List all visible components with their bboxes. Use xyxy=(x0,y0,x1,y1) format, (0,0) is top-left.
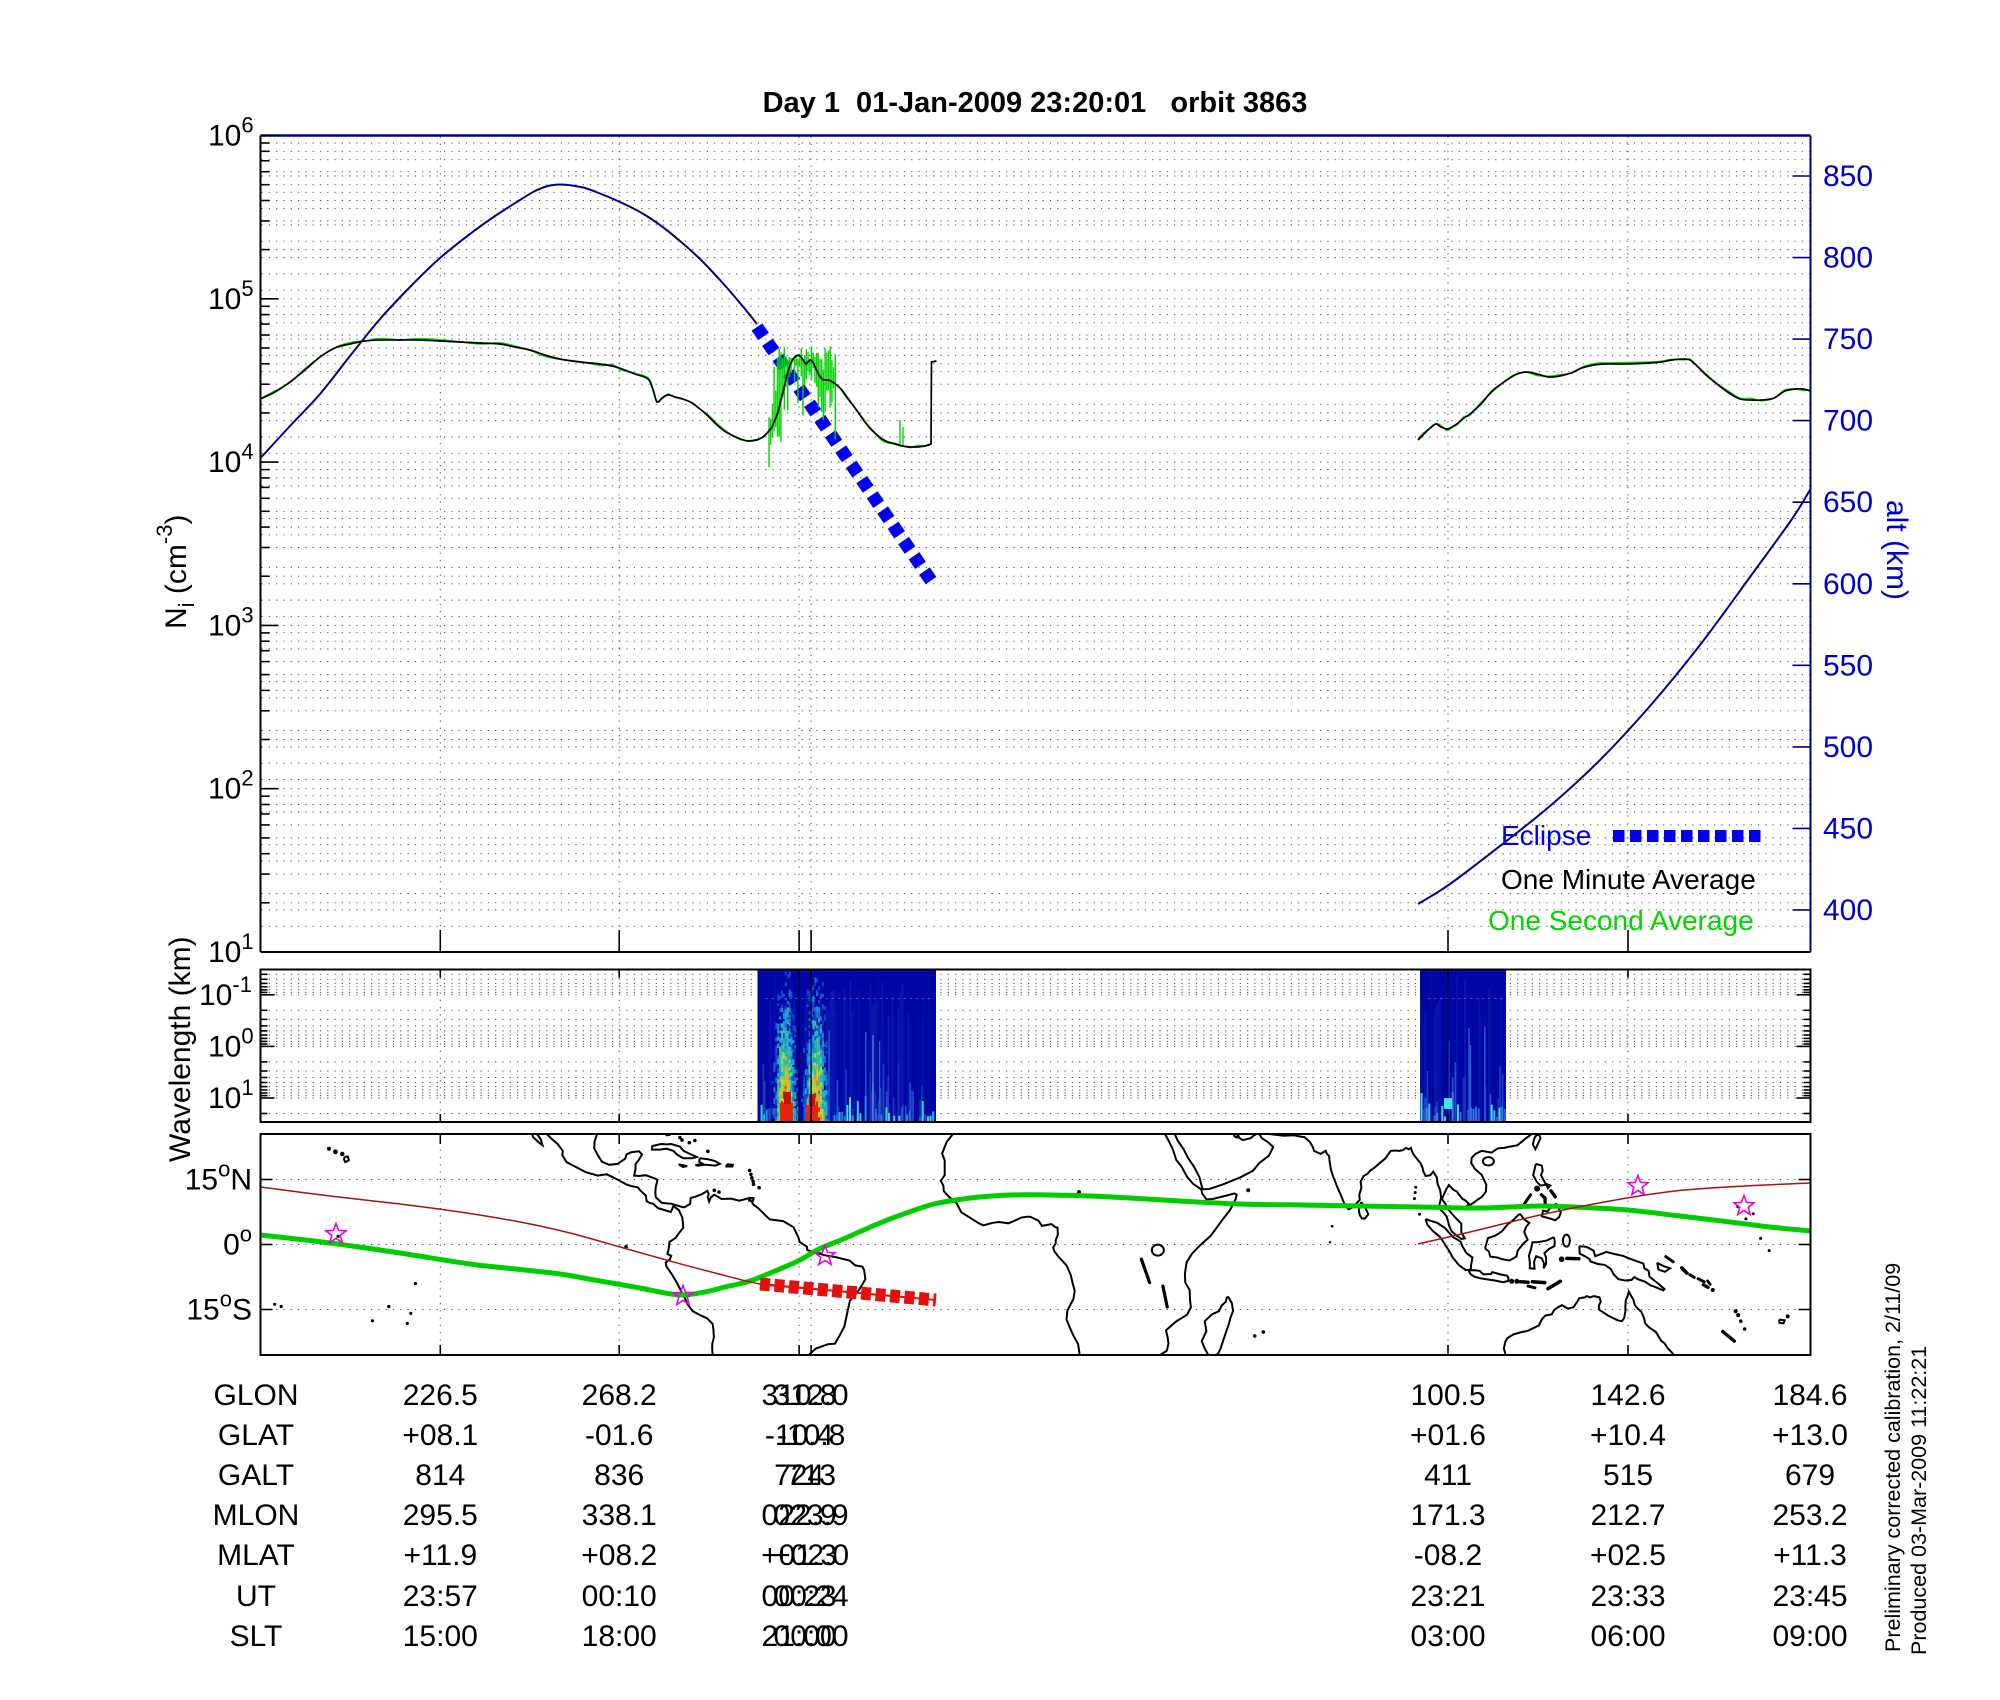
svg-text:+01.6: +01.6 xyxy=(1410,1419,1486,1452)
svg-text:100.5: 100.5 xyxy=(1410,1379,1485,1412)
svg-text:09:00: 09:00 xyxy=(1772,1620,1847,1653)
svg-text:295.5: 295.5 xyxy=(403,1499,478,1532)
svg-text:23:21: 23:21 xyxy=(1410,1580,1485,1613)
svg-text:23:33: 23:33 xyxy=(1590,1580,1665,1613)
svg-text:21:00: 21:00 xyxy=(762,1620,837,1653)
svg-text:One Second Average: One Second Average xyxy=(1488,905,1754,936)
svg-text:022.9: 022.9 xyxy=(762,1499,837,1532)
svg-text:+11.3: +11.3 xyxy=(1773,1539,1847,1572)
svg-text:15:00: 15:00 xyxy=(403,1620,478,1653)
svg-text:06:00: 06:00 xyxy=(1590,1620,1665,1653)
svg-text:00:23: 00:23 xyxy=(762,1580,837,1613)
svg-text:338.1: 338.1 xyxy=(582,1499,657,1532)
svg-text:-10.8: -10.8 xyxy=(777,1419,845,1452)
svg-text:450: 450 xyxy=(1823,812,1873,845)
svg-text:411: 411 xyxy=(1424,1459,1472,1492)
svg-text:226.5: 226.5 xyxy=(403,1379,478,1412)
svg-text:Wavelength (km): Wavelength (km) xyxy=(164,936,197,1162)
svg-text:00:10: 00:10 xyxy=(582,1580,657,1613)
svg-text:-08.2: -08.2 xyxy=(1414,1539,1482,1572)
svg-text:+02.0: +02.0 xyxy=(773,1539,849,1572)
svg-text:184.6: 184.6 xyxy=(1772,1379,1847,1412)
svg-text:+02.5: +02.5 xyxy=(1590,1539,1666,1572)
svg-text:310.8: 310.8 xyxy=(762,1379,837,1412)
svg-text:GLAT: GLAT xyxy=(218,1419,294,1452)
svg-text:23:57: 23:57 xyxy=(403,1580,478,1613)
svg-text:-10.4: -10.4 xyxy=(765,1419,833,1452)
svg-text:550: 550 xyxy=(1823,649,1873,682)
svg-text:+08.1: +08.1 xyxy=(402,1419,478,1452)
svg-text:500: 500 xyxy=(1823,731,1873,764)
svg-text:171.3: 171.3 xyxy=(1410,1499,1485,1532)
svg-text:713: 713 xyxy=(786,1459,836,1492)
svg-text:800: 800 xyxy=(1823,242,1873,275)
svg-text:03:00: 03:00 xyxy=(1410,1620,1485,1653)
svg-text:+08.2: +08.2 xyxy=(581,1539,657,1572)
svg-text:Ni (cm-3): Ni (cm-3) xyxy=(152,515,199,629)
svg-text:400: 400 xyxy=(1823,894,1873,927)
svg-text:GLON: GLON xyxy=(213,1379,298,1412)
svg-text:253.2: 253.2 xyxy=(1772,1499,1847,1532)
svg-text:+11.9: +11.9 xyxy=(403,1539,477,1572)
svg-text:Preliminary corrected calibrat: Preliminary corrected calibration, 2/11/… xyxy=(1881,1263,1905,1652)
svg-text:268.2: 268.2 xyxy=(582,1379,657,1412)
svg-text:750: 750 xyxy=(1823,323,1873,356)
svg-text:515: 515 xyxy=(1603,1459,1653,1492)
svg-text:103: 103 xyxy=(208,602,254,642)
svg-text:alt (km): alt (km) xyxy=(1880,500,1913,600)
svg-text:+01.3: +01.3 xyxy=(761,1539,837,1572)
svg-text:650: 650 xyxy=(1823,486,1873,519)
svg-text:SLT: SLT xyxy=(230,1620,283,1653)
svg-text:GALT: GALT xyxy=(218,1459,294,1492)
svg-text:15oS: 15oS xyxy=(186,1287,252,1327)
svg-text:700: 700 xyxy=(1823,405,1873,438)
svg-text:MLON: MLON xyxy=(213,1499,300,1532)
svg-text:Day 1 01-Jan-2009 23:20:01: Day 1 01-Jan-2009 23:20:01 orbit 3863 xyxy=(763,87,1308,119)
svg-text:Produced 03-Mar-2009 11:22:21: Produced 03-Mar-2009 11:22:21 xyxy=(1907,1346,1931,1655)
svg-text:142.6: 142.6 xyxy=(1590,1379,1665,1412)
svg-text:-01.6: -01.6 xyxy=(585,1419,653,1452)
svg-text:312.0: 312.0 xyxy=(774,1379,849,1412)
svg-text:00:24: 00:24 xyxy=(774,1580,849,1613)
svg-text:023.9: 023.9 xyxy=(774,1499,849,1532)
svg-text:UT: UT xyxy=(236,1580,276,1613)
svg-text:MLAT: MLAT xyxy=(217,1539,295,1572)
svg-text:212.7: 212.7 xyxy=(1590,1499,1665,1532)
svg-text:00:00: 00:00 xyxy=(774,1620,849,1653)
svg-text:850: 850 xyxy=(1823,160,1873,193)
svg-text:One Minute Average: One Minute Average xyxy=(1501,864,1756,895)
svg-text:18:00: 18:00 xyxy=(582,1620,657,1653)
svg-text:23:45: 23:45 xyxy=(1772,1580,1847,1613)
svg-text:Eclipse: Eclipse xyxy=(1501,820,1591,851)
svg-text:+10.4: +10.4 xyxy=(1590,1419,1666,1452)
svg-text:15oN: 15oN xyxy=(185,1157,252,1197)
svg-text:+13.0: +13.0 xyxy=(1772,1419,1848,1452)
svg-text:724: 724 xyxy=(774,1459,824,1492)
svg-text:679: 679 xyxy=(1785,1459,1835,1492)
svg-text:600: 600 xyxy=(1823,568,1873,601)
svg-text:836: 836 xyxy=(594,1459,644,1492)
svg-text:814: 814 xyxy=(415,1459,465,1492)
